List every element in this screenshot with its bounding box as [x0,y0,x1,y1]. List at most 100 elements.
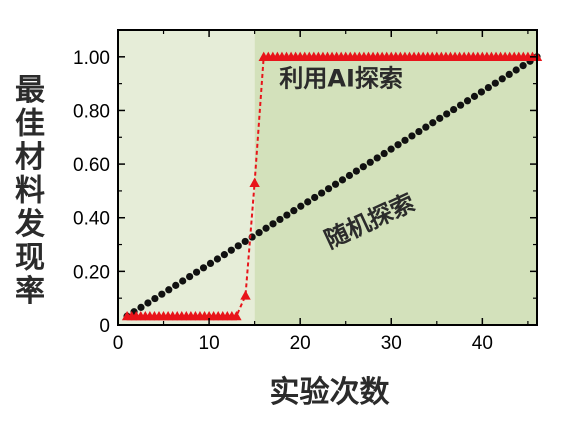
ai-point [472,51,483,61]
y-tick-label: 0 [99,316,110,337]
ai-point [299,51,310,61]
random-point [401,136,409,144]
ai-point [363,51,374,61]
random-point [345,171,354,180]
random-point [512,66,520,74]
random-point [172,281,180,289]
ai-point [326,51,338,61]
random-point [206,259,215,268]
y-axis-title-char: 率 [15,274,45,309]
x-tick-label: 40 [472,333,493,354]
x-tick-label: 10 [199,333,220,354]
ai-point [199,310,210,321]
random-point [443,110,451,118]
y-axis-title-char: 材 [15,140,45,175]
ai-point [290,51,301,61]
shaded-region-0 [118,30,255,325]
shaded-region-1 [254,30,537,325]
random-point [366,158,374,166]
x-tick-label: 0 [113,333,124,354]
random-point [463,97,472,105]
random-point [331,180,340,188]
ai-point [408,51,420,61]
random-point [436,114,444,122]
ai-point [135,310,146,321]
ai-point [181,310,192,321]
shaded-regions [118,30,537,325]
random-point [241,237,249,246]
y-tick-label: 1.00 [73,48,110,69]
random-point [380,149,388,158]
ai-point [436,51,447,61]
random-point [484,83,492,92]
random-point [179,277,187,285]
ai-point [263,51,274,61]
y-tick-label: 0.20 [73,262,110,283]
random-point [373,154,381,162]
axis-ticks [117,29,537,326]
random-point [269,220,277,228]
ai-point [372,51,383,61]
random-point [297,202,305,210]
y-axis-title-char: 现 [15,241,45,276]
random-point [151,294,159,303]
x-tick-label: 20 [290,333,311,354]
random-point [255,229,263,237]
random-point [276,215,284,224]
random-point [394,141,402,149]
random-point [186,272,194,281]
random-point [199,264,208,272]
random-point [491,79,499,87]
random-point [477,88,486,96]
ai-point [190,310,201,321]
ai-point [490,51,502,61]
random-point [283,211,291,219]
y-tick-label: 0.60 [73,155,110,176]
ai-point [381,51,392,61]
ai-point [509,51,520,61]
ai-point [172,310,183,321]
ai-point [317,51,329,61]
random-point [498,75,506,83]
random-point [324,185,333,193]
ai-point [454,51,465,61]
random-point [311,193,319,202]
random-point [137,303,145,311]
ai-point [417,51,429,61]
random-point [505,70,513,78]
random-point [415,127,423,136]
random-point [422,123,430,131]
ai-point [345,51,356,61]
series-ai-exploration [121,51,543,321]
plot-frame [117,29,538,326]
ai-point [240,290,251,300]
random-point [519,62,527,70]
y-tick-label: 0.80 [73,101,110,122]
ai-point [126,310,137,321]
y-tick-label: 0.40 [73,209,110,230]
ai-point [399,51,411,61]
random-point [290,207,298,215]
random-point [408,132,416,140]
ai-point [481,51,493,61]
ai-point [390,51,402,61]
y-axis-title-char: 最 [15,73,45,108]
ai-point [463,51,474,61]
random-point [338,176,347,184]
ai-point [249,177,260,188]
y-axis-title-char: 发 [14,207,45,242]
random-point [144,299,152,307]
ai-point [354,51,365,61]
random-point [318,189,326,197]
ai-point [518,51,529,61]
ai-point [427,51,438,61]
ai-point [217,310,228,321]
random-point [387,145,395,153]
x-tick-label: 30 [381,333,402,354]
random-point [220,251,228,259]
y-axis-title-char: 料 [15,174,45,209]
y-axis-title-char: 佳 [15,107,45,142]
random-point [192,268,201,276]
ai-point [445,51,456,61]
